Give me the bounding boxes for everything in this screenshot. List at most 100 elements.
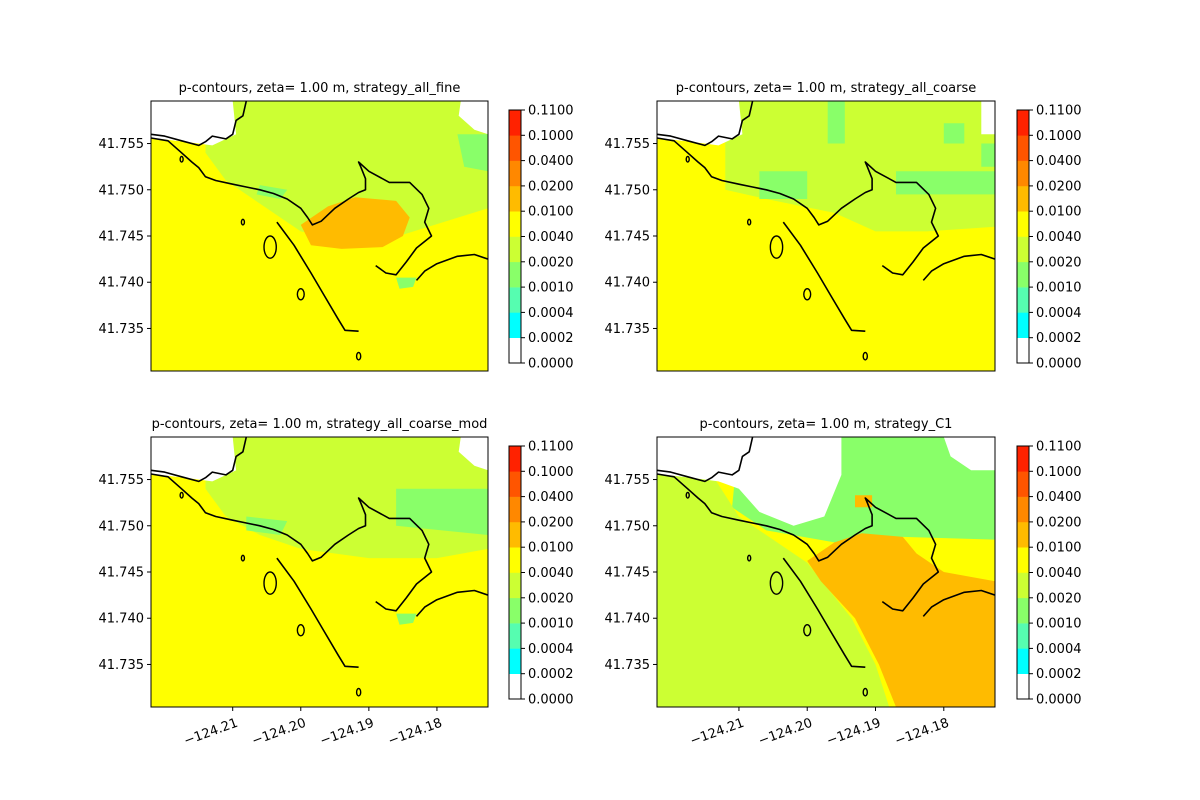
region-cyan-block-1: [827, 101, 845, 144]
colorbar-tick-label: 0.0040: [528, 566, 574, 581]
y-tick-label: 41.745: [605, 230, 651, 245]
y-tick-label: 41.750: [605, 519, 651, 534]
colorbar-tick-label: 0.0200: [1036, 515, 1082, 530]
plot-area: [151, 437, 488, 707]
y-tick-label: 41.740: [605, 276, 651, 291]
colorbar-tick-label: 0.1100: [528, 104, 574, 119]
y-tick-label: 41.735: [99, 658, 145, 673]
region-upper-area: [205, 101, 488, 246]
region-cyan-block-2: [943, 123, 965, 144]
panel-1: p-contours, zeta= 1.00 m, strategy_all_f…: [99, 81, 574, 372]
colorbar-segment: [509, 261, 521, 288]
y-tick-label: 41.755: [99, 473, 145, 488]
island-3: [862, 687, 869, 697]
island-1: [263, 571, 277, 595]
panel-3: p-contours, zeta= 1.00 m, strategy_all_c…: [99, 417, 574, 749]
colorbar-segment: [509, 287, 521, 313]
y-tick-label: 41.755: [99, 137, 145, 152]
colorbar-segment: [509, 648, 521, 674]
colorbar-segment: [509, 312, 521, 338]
colorbar-tick-label: 0.0002: [528, 331, 574, 346]
colorbar-tick-label: 0.0000: [1036, 693, 1082, 708]
colorbar-tick-label: 0.0400: [528, 490, 574, 505]
y-tick-label: 41.745: [99, 230, 145, 245]
colorbar-segment: [1017, 597, 1029, 624]
y-tick-label: 41.755: [605, 473, 651, 488]
y-tick-label: 41.750: [605, 183, 651, 198]
region-bay-patch: [300, 197, 410, 249]
colorbar-tick-label: 0.1000: [1036, 129, 1082, 144]
colorbar-segment: [1017, 547, 1029, 573]
colorbar-tick-label: 0.0000: [1036, 357, 1082, 372]
panel-title: p-contours, zeta= 1.00 m, strategy_all_c…: [676, 81, 976, 96]
colorbar-tick-label: 0.0200: [528, 179, 574, 194]
colorbar-segment: [1017, 287, 1029, 313]
island-4: [240, 218, 246, 226]
colorbar-tick-label: 0.0010: [528, 617, 574, 632]
colorbar-segment: [1017, 160, 1029, 187]
x-tick-label: −124.18: [893, 716, 951, 749]
colorbar-tick-label: 0.0100: [1036, 541, 1082, 556]
x-tick-label: −124.19: [825, 716, 883, 749]
island-4: [746, 218, 752, 226]
island-5: [179, 155, 184, 163]
y-tick-label: 41.740: [99, 276, 145, 291]
colorbar-segment: [509, 471, 521, 497]
colorbar-tick-label: 0.0004: [1036, 306, 1082, 321]
island-3: [355, 351, 362, 361]
colorbar-tick-label: 0.0040: [1036, 566, 1082, 581]
x-tick-label: −124.20: [756, 716, 814, 749]
jetty-line: [782, 221, 866, 332]
panels: p-contours, zeta= 1.00 m, strategy_all_f…: [99, 81, 1082, 749]
colorbar-tick-label: 0.0020: [528, 255, 574, 270]
colorbar-segment: [1017, 185, 1029, 212]
island-2: [296, 288, 305, 301]
colorbar-segment: [1017, 496, 1029, 523]
colorbar-segment: [1017, 337, 1029, 364]
colorbar-tick-label: 0.0040: [528, 230, 574, 245]
plot-area: [151, 101, 488, 371]
colorbar-segment: [509, 673, 521, 700]
coastline-main: [151, 473, 433, 612]
colorbar-tick-label: 0.0004: [528, 306, 574, 321]
region-white-top-right: [981, 101, 995, 135]
colorbar-tick-label: 0.0200: [528, 515, 574, 530]
jetty-line: [782, 557, 866, 668]
colorbar-segment: [509, 547, 521, 573]
colorbar-tick-label: 0.0100: [528, 205, 574, 220]
colorbar-tick-label: 0.0002: [1036, 667, 1082, 682]
colorbar-tick-label: 0.0010: [1036, 617, 1082, 632]
panel-title: p-contours, zeta= 1.00 m, strategy_all_f…: [179, 81, 461, 96]
jetty-line: [276, 557, 359, 668]
coastline-north: [657, 101, 754, 147]
colorbar-segment: [1017, 446, 1029, 472]
region-cyan-patch-1: [457, 134, 488, 172]
panel-title: p-contours, zeta= 1.00 m, strategy_all_c…: [152, 417, 488, 432]
coastline-main: [657, 473, 940, 612]
colorbar: 0.0000 0.0002 0.0004 0.0010 0.0020 0.0040 0.01…: [508, 440, 574, 708]
colorbar-tick-label: 0.1100: [1036, 440, 1082, 455]
region-white-top: [657, 437, 842, 526]
colorbar-segment: [1017, 261, 1029, 288]
colorbar-segment: [1017, 572, 1029, 599]
colorbar-tick-label: 0.0010: [528, 281, 574, 296]
colorbar: 0.0000 0.0002 0.0004 0.0010 0.0020 0.0040 0.01…: [1016, 440, 1082, 708]
region-white-top-left: [151, 101, 237, 146]
x-tick-label: −124.19: [318, 716, 376, 749]
colorbar-segment: [509, 572, 521, 599]
colorbar-segment: [509, 521, 521, 548]
colorbar-tick-label: 0.1000: [1036, 465, 1082, 480]
coastline-south: [415, 589, 488, 617]
island-1: [263, 235, 277, 259]
colorbar-tick-label: 0.0002: [528, 667, 574, 682]
y-tick-label: 41.750: [99, 519, 145, 534]
colorbar-tick-label: 0.1100: [528, 440, 574, 455]
colorbar-segment: [509, 211, 521, 237]
island-2: [803, 288, 812, 301]
colorbar-segment: [1017, 648, 1029, 674]
colorbar-segment: [509, 110, 521, 136]
y-tick-label: 41.745: [605, 566, 651, 581]
colorbar-tick-label: 0.0100: [1036, 205, 1082, 220]
colorbar-tick-label: 0.0004: [528, 642, 574, 657]
region-cyan-block-4: [759, 171, 808, 199]
